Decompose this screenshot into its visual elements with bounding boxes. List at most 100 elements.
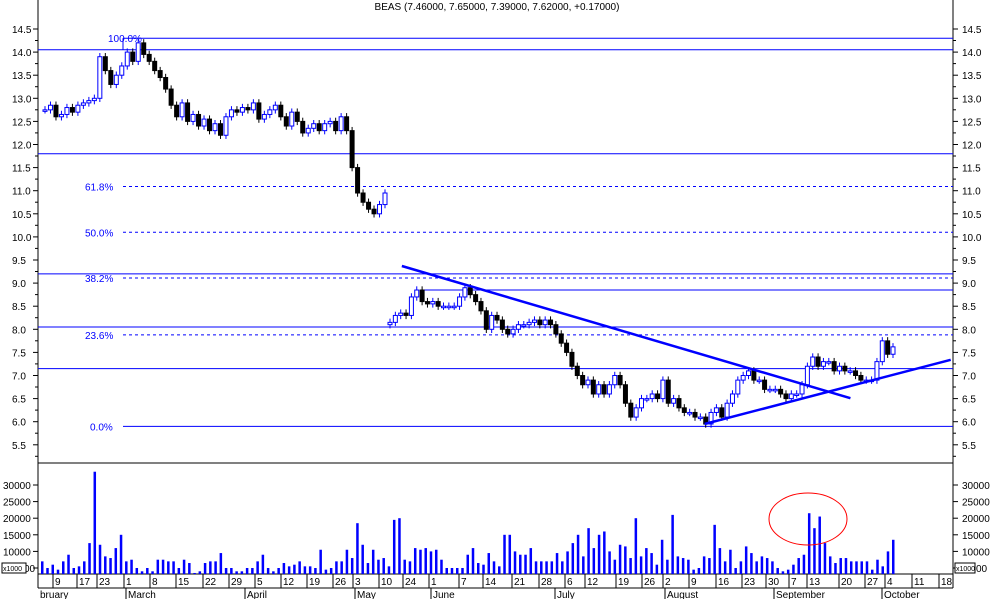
- candle-down: [419, 289, 425, 303]
- volume-bar: [687, 559, 690, 574]
- candle-down: [294, 111, 300, 122]
- price-tick-label-right: 7.5: [962, 348, 976, 359]
- date-tick-label: 21: [514, 577, 526, 588]
- volume-bar: [83, 561, 86, 574]
- candle-down: [256, 102, 262, 120]
- candle-up: [788, 393, 794, 400]
- candle-down: [157, 70, 163, 79]
- volume-bar: [592, 548, 596, 574]
- date-tick-label: 19: [618, 577, 630, 588]
- volume-bar: [786, 569, 790, 574]
- volume-bar: [319, 549, 322, 574]
- candle-down: [234, 109, 240, 113]
- candle-up: [735, 379, 741, 395]
- volume-bar: [813, 528, 816, 574]
- volume-bar: [797, 558, 800, 574]
- candle-down: [692, 411, 698, 418]
- volume-unit-box: [1, 562, 27, 574]
- candle-up: [794, 393, 800, 396]
- candle-down: [885, 340, 891, 355]
- candle-up: [462, 287, 468, 298]
- candle-down: [676, 398, 682, 409]
- volume-bar: [161, 559, 165, 574]
- volume-bar: [214, 561, 217, 574]
- volume-bar: [503, 534, 506, 574]
- candle-up: [820, 361, 826, 367]
- volume-bar: [434, 549, 438, 574]
- volume-bar: [744, 546, 748, 574]
- candle-up: [446, 305, 452, 309]
- candle-up: [414, 289, 420, 298]
- volume-bar: [750, 553, 753, 574]
- volume-bar: [487, 553, 491, 574]
- date-tick-label: 8: [152, 577, 158, 588]
- volume-bar: [571, 543, 575, 574]
- candle-up: [305, 127, 311, 134]
- fibonacci-level-label: 100.0%: [108, 34, 142, 45]
- date-tick-label: 18: [941, 577, 953, 588]
- candle-up: [649, 393, 655, 400]
- date-tick-label: 5: [257, 577, 263, 588]
- month-label: July: [557, 590, 575, 599]
- price-tick-label-left: 11.5: [12, 164, 31, 175]
- volume-bar: [781, 571, 785, 574]
- candle-down: [146, 53, 152, 62]
- candle-down: [858, 375, 864, 381]
- volume-bar: [188, 563, 191, 574]
- price-tick-label-right: 8.5: [962, 302, 976, 313]
- date-tick-label: 26: [644, 577, 656, 588]
- candle-down: [681, 407, 687, 413]
- candle-up: [644, 398, 650, 401]
- volume-bar: [702, 556, 706, 574]
- volume-bar: [482, 564, 485, 574]
- date-tick-label: 24: [405, 577, 417, 588]
- volume-bar: [177, 568, 181, 574]
- volume-bar: [498, 566, 501, 574]
- volume-tick-label-left: 00: [24, 564, 36, 575]
- volume-bar: [377, 559, 380, 574]
- candle-down: [655, 393, 661, 400]
- volume-bar: [855, 561, 858, 574]
- candle-up: [64, 107, 70, 115]
- volume-bar: [655, 564, 659, 574]
- price-tick-label-left: 10.5: [12, 210, 32, 221]
- price-tick-label-right: 8.0: [962, 325, 976, 336]
- trend-line: [401, 264, 851, 400]
- volume-bar: [151, 571, 154, 574]
- date-tick-label: 17: [79, 577, 91, 588]
- candle-up: [756, 379, 762, 383]
- volume-bar: [718, 548, 722, 574]
- candle-up: [810, 356, 816, 367]
- candle-down: [185, 102, 191, 122]
- candle-up: [671, 398, 677, 404]
- candle-up: [542, 319, 548, 326]
- volume-bar: [534, 561, 538, 574]
- candle-up: [740, 375, 746, 381]
- date-tick-label: 15: [178, 577, 190, 588]
- candle-up: [729, 393, 735, 404]
- candle-up: [687, 411, 693, 415]
- price-tick-label-right: 9.5: [962, 256, 976, 267]
- candle-up: [392, 314, 398, 323]
- candle-down: [831, 361, 837, 372]
- price-tick-label-left: 6.5: [12, 395, 26, 406]
- volume-bar: [366, 563, 370, 574]
- price-tick-label-right: 10.0: [962, 233, 982, 244]
- volume-bar: [62, 561, 65, 574]
- volume-bar: [608, 551, 611, 574]
- volume-bar: [650, 553, 653, 574]
- volume-bar: [624, 546, 627, 574]
- volume-bar: [807, 513, 811, 574]
- candle-up: [289, 111, 295, 127]
- date-tick-label: 11: [914, 577, 925, 588]
- candle-up: [585, 379, 591, 386]
- price-tick-label-right: 5.5: [962, 441, 976, 452]
- volume-bar: [492, 561, 496, 574]
- volume-bar: [256, 561, 259, 574]
- volume-bar: [892, 539, 895, 574]
- price-tick-label-right: 11.0: [962, 187, 981, 198]
- volume-tick-label-left: 25000: [3, 498, 31, 509]
- candle-up: [874, 361, 880, 381]
- candle-down: [783, 393, 789, 400]
